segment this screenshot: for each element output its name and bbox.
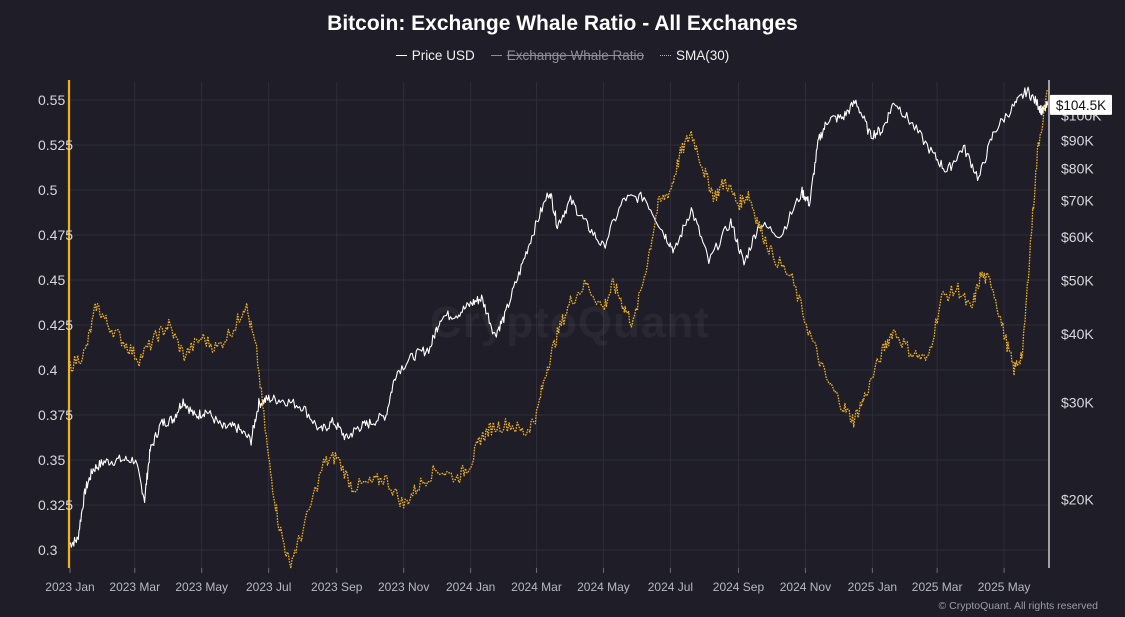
right-tick-label: $90K xyxy=(1061,132,1094,148)
x-tick-label: 2024 Jul xyxy=(648,580,693,594)
left-tick-label: 0.325 xyxy=(38,497,73,513)
left-tick-label: 0.525 xyxy=(38,137,73,153)
legend-label-price: Price USD xyxy=(411,48,475,63)
x-tick-label: 2023 Jan xyxy=(45,580,94,594)
legend-label-whale-ratio: Exchange Whale Ratio xyxy=(506,48,645,63)
current-price-tag: $104.5K xyxy=(1050,94,1112,115)
right-tick-label: $20K xyxy=(1061,491,1094,507)
x-tick-label: 2025 Mar xyxy=(912,580,963,594)
left-tick-label: 0.475 xyxy=(38,227,73,243)
legend-item-whale-ratio[interactable]: Exchange Whale Ratio xyxy=(490,48,645,63)
right-tick-label: $50K xyxy=(1061,273,1094,289)
x-tick-label: 2024 May xyxy=(577,580,630,594)
right-tick-label: $30K xyxy=(1061,395,1094,411)
x-tick-label: 2024 Mar xyxy=(511,580,562,594)
copyright-text: © CryptoQuant. All rights reserved xyxy=(938,600,1098,612)
x-tick-label: 2023 Sep xyxy=(311,580,363,594)
left-tick-label: 0.5 xyxy=(38,182,58,198)
left-tick-label: 0.3 xyxy=(38,542,58,558)
right-tick-label: $40K xyxy=(1061,326,1094,342)
x-tick-label: 2025 Jan xyxy=(848,580,897,594)
right-tick-label: $70K xyxy=(1061,192,1094,208)
left-tick-label: 0.45 xyxy=(38,272,65,288)
x-tick-label: 2023 Jul xyxy=(246,580,291,594)
x-tick-label: 2023 Mar xyxy=(109,580,160,594)
legend-item-sma[interactable]: SMA(30) xyxy=(660,48,729,63)
series-layer xyxy=(69,86,1049,569)
left-tick-label: 0.55 xyxy=(38,92,65,108)
left-tick-label: 0.425 xyxy=(38,317,73,333)
x-tick-label: 2023 May xyxy=(175,580,228,594)
x-axis-ticks: 2023 Jan 2023 Mar 2023 May 2023 Jul 2023 Sep… xyxy=(45,568,1030,594)
chart-title: Bitcoin: Exchange Whale Ratio - All Exch… xyxy=(327,12,798,35)
legend-item-price[interactable]: Price USD xyxy=(395,48,475,63)
watermark-logo: CryptoQuant xyxy=(430,298,710,347)
right-tick-label: $80K xyxy=(1061,161,1094,177)
left-tick-label: 0.35 xyxy=(38,452,65,468)
x-tick-label: 2024 Jan xyxy=(446,580,495,594)
x-tick-label: 2024 Nov xyxy=(780,580,831,594)
x-tick-label: 2023 Nov xyxy=(378,580,429,594)
x-tick-label: 2025 May xyxy=(978,580,1031,594)
legend: Price USD Exchange Whale Ratio SMA(30) xyxy=(0,48,1125,63)
legend-swatch-price xyxy=(395,55,407,56)
right-tick-label: $60K xyxy=(1061,229,1094,245)
x-tick-label: 2024 Sep xyxy=(713,580,765,594)
current-price-label: $104.5K xyxy=(1056,98,1106,113)
legend-swatch-whale-ratio xyxy=(490,55,502,56)
left-tick-label: 0.4 xyxy=(38,362,58,378)
right-axis-ticks: $100K$90K$80K$70K$60K$50K$40K$30K$20K xyxy=(1061,107,1102,507)
left-axis-ticks: 0.55 0.525 0.5 0.475 0.45 0.425 0.4 0.375 0.35 0.… xyxy=(38,92,73,558)
legend-swatch-sma xyxy=(660,55,672,56)
legend-label-sma: SMA(30) xyxy=(676,48,730,63)
left-tick-label: 0.375 xyxy=(38,407,73,423)
series-line-price xyxy=(69,86,1049,548)
current-price-tag-bg xyxy=(1050,94,1112,115)
